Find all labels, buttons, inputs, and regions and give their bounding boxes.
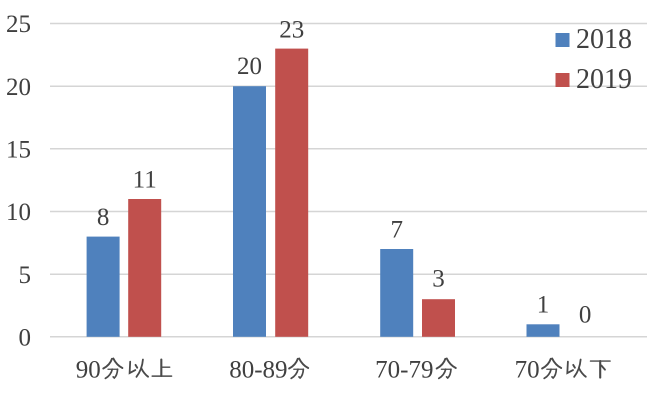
svg-text:15: 15 (6, 136, 31, 163)
svg-text:2019: 2019 (576, 64, 632, 95)
svg-text:5: 5 (19, 262, 32, 289)
svg-text:11: 11 (133, 167, 157, 194)
svg-text:7: 7 (390, 216, 403, 243)
svg-text:8: 8 (97, 204, 110, 231)
svg-text:80-89: 80-89 (229, 357, 287, 384)
svg-text:23: 23 (279, 16, 304, 43)
svg-text:0: 0 (579, 302, 592, 329)
svg-text:1: 1 (537, 292, 550, 319)
svg-text:70-79: 70-79 (375, 357, 433, 384)
svg-text:20: 20 (6, 74, 31, 101)
svg-text:3: 3 (432, 266, 445, 293)
svg-text:70: 70 (515, 357, 540, 384)
svg-text:90: 90 (76, 357, 101, 384)
svg-text:0: 0 (19, 324, 32, 351)
svg-text:25: 25 (6, 11, 31, 38)
svg-text:10: 10 (6, 199, 31, 226)
svg-text:2018: 2018 (576, 24, 632, 55)
svg-text:20: 20 (237, 53, 262, 80)
